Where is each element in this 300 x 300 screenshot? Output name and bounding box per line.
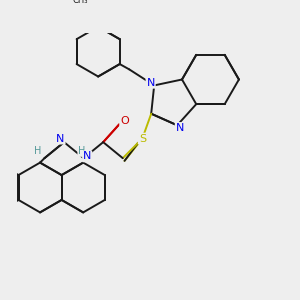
Text: H: H	[34, 146, 41, 156]
Text: N: N	[176, 123, 184, 133]
Text: N: N	[83, 152, 92, 161]
Text: S: S	[139, 134, 146, 144]
Text: O: O	[120, 116, 129, 126]
Text: N: N	[146, 78, 155, 88]
Text: CH₃: CH₃	[73, 0, 88, 4]
Text: H: H	[78, 146, 85, 156]
Text: N: N	[56, 134, 65, 144]
